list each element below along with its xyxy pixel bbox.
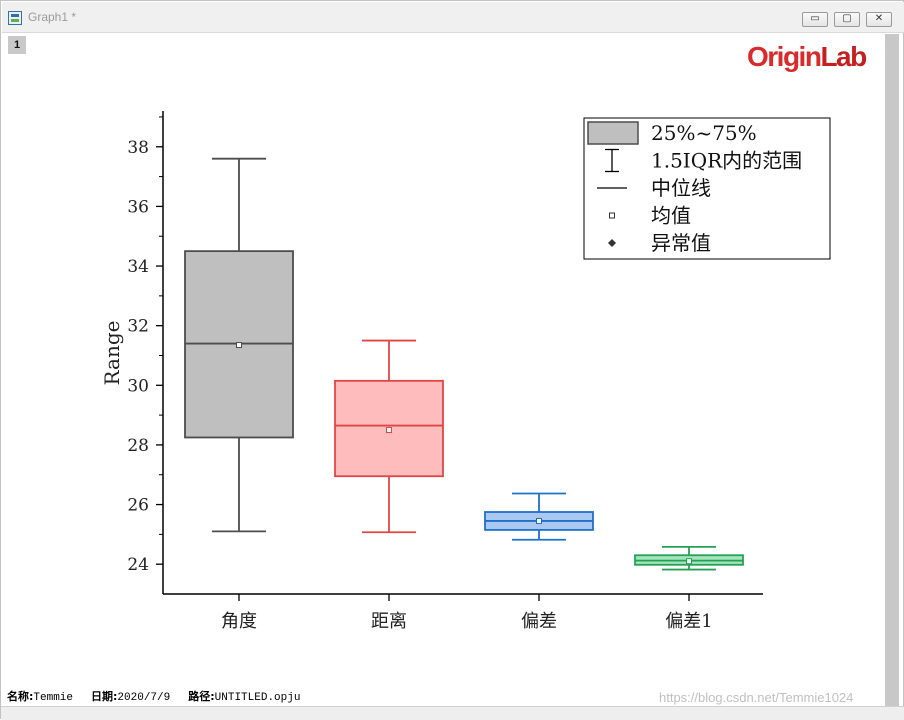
x-tick-label-4: 偏差1 xyxy=(665,611,712,632)
y-tick-label-30: 30 xyxy=(127,376,149,396)
x-tick-label-1: 角度 xyxy=(221,611,257,632)
legend-label-3: 中位线 xyxy=(651,176,711,200)
y-tick-label-26: 26 xyxy=(127,496,149,516)
footer-path-label: 路径: xyxy=(188,690,215,703)
footer-name-label: 名称: xyxy=(7,690,34,703)
legend-symbol-mean xyxy=(609,212,615,219)
x-tick-label-2: 距离 xyxy=(371,611,407,632)
footer-date-value: 2020/7/9 xyxy=(117,692,171,704)
window-title: Graph1 * xyxy=(28,10,77,24)
bottom-scrollbar[interactable] xyxy=(1,706,904,720)
mean-marker-3 xyxy=(536,517,542,524)
layer-tab[interactable]: 1 xyxy=(8,36,26,54)
y-tick-label-34: 34 xyxy=(127,257,149,277)
y-axis-label: Range xyxy=(100,321,124,386)
x-tick-label-3: 偏差 xyxy=(521,611,557,632)
mean-marker-4 xyxy=(686,558,692,565)
originlab-logo: OriginLab xyxy=(747,41,867,73)
mean-marker-2 xyxy=(386,427,392,434)
logo-origin-text: Origin xyxy=(747,41,822,72)
close-button[interactable]: ✕ xyxy=(866,12,892,27)
legend-label-2: 1.5IQR内的范围 xyxy=(651,149,802,173)
graph-window-icon xyxy=(8,11,22,25)
footer-name-value: Temmie xyxy=(33,692,74,704)
y-tick-label-24: 24 xyxy=(127,555,149,575)
y-tick-label-38: 38 xyxy=(127,138,149,158)
footer-path-value: UNTITLED.opju xyxy=(214,692,301,704)
vertical-scrollbar[interactable] xyxy=(885,34,899,706)
legend-symbol-box xyxy=(587,121,639,145)
minimize-button[interactable]: ▭ xyxy=(802,12,828,27)
plot-layer: 24 26 28 30 32 34 36 38 Range 角度 距离 偏差 偏差1 25%~75% 1.5… xyxy=(100,111,831,632)
legend-label-1: 25%~75% xyxy=(651,121,757,145)
logo-lab-text: Lab xyxy=(820,41,867,72)
y-tick-label-32: 32 xyxy=(127,317,149,337)
footer-date-label: 日期: xyxy=(91,690,118,703)
watermark-text: https://blog.csdn.net/Temmie1024 xyxy=(659,690,854,705)
legend-symbol-outlier xyxy=(608,239,616,247)
y-tick-label-36: 36 xyxy=(127,197,149,217)
mean-marker-1 xyxy=(236,342,242,349)
legend-label-4: 均值 xyxy=(651,204,691,228)
legend-label-5: 异常值 xyxy=(651,231,711,255)
footer-info: 名称:Temmie 日期:2020/7/9 路径:UNTITLED.opju xyxy=(7,688,300,704)
y-tick-label-28: 28 xyxy=(127,436,149,456)
title-bar[interactable]: Graph1 * ▭ ▢ ✕ xyxy=(2,2,904,33)
maximize-button[interactable]: ▢ xyxy=(834,12,860,27)
